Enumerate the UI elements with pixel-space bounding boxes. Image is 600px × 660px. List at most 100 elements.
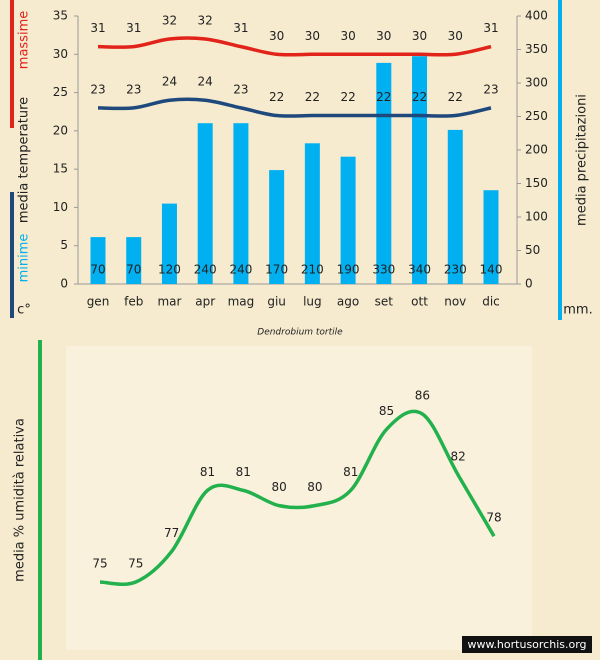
data-label: 23 [126,82,141,96]
bar [161,203,177,284]
x-tick-label: feb [124,295,143,309]
y2-tick-label: 0 [525,277,533,291]
y2-axis-label: media precipitazioni [575,94,590,226]
y2-tick-label: 400 [525,9,548,23]
data-label: 32 [162,13,177,27]
bar-label: 340 [408,263,431,277]
y2-tick-label: 300 [525,76,548,90]
y2-tick-label: 50 [525,243,540,257]
bar-label: 140 [480,263,503,277]
x-tick-label: ott [411,295,428,309]
data-label: 22 [305,90,320,104]
x-tick-label: gen [87,295,110,309]
y-tick-label: 0 [60,277,68,291]
data-label: 81 [343,465,358,479]
data-label: 30 [376,29,391,43]
bar [197,123,213,284]
bar [233,123,249,284]
bar [447,129,463,284]
bar [483,190,499,284]
bar [304,143,320,284]
bar [269,170,285,284]
y-tick-label: 25 [53,85,68,99]
y-axis-label: media temperature [17,97,32,223]
y-tick-label: 5 [60,238,68,252]
data-label: 22 [412,90,427,104]
data-label: 31 [233,21,248,35]
bar-label: 230 [444,263,467,277]
data-label: 24 [198,75,213,89]
data-label: 23 [90,82,105,96]
bar [412,56,428,285]
y-tick-label: 30 [53,47,68,61]
data-label: 86 [415,389,430,403]
data-label: 75 [92,557,107,571]
data-label: 75 [128,557,143,571]
y-tick-label: 10 [53,200,68,214]
data-label: 78 [486,511,501,525]
data-label: 32 [198,13,213,27]
y-tick-label: 20 [53,123,68,137]
y2-tick-label: 350 [525,42,548,56]
y2-tick-label: 150 [525,176,548,190]
bar [340,156,356,284]
data-label: 77 [164,526,179,540]
line [99,409,496,586]
bar [126,237,142,284]
bar [90,237,106,284]
x-tick-label: nov [444,295,466,309]
bar-label: 70 [90,263,105,277]
data-label: 31 [126,21,141,35]
bar-label: 70 [126,263,141,277]
data-label: 30 [340,29,355,43]
x-tick-label: ago [337,295,359,309]
x-tick-label: lug [303,295,322,309]
panel [66,346,532,650]
data-label: 81 [200,465,215,479]
x-tick-label: apr [195,295,215,309]
y-unit: c° [17,303,31,318]
data-label: 22 [340,90,355,104]
y-axis-label: media % umidità relativa [13,418,28,582]
bar-label: 240 [194,263,217,277]
data-label: 23 [483,82,498,96]
y-tick-label: 15 [53,162,68,176]
line [97,36,492,57]
data-label: 85 [379,404,394,418]
data-label: 80 [271,480,286,494]
series-label: minime [17,234,32,283]
x-tick-label: mag [228,295,255,309]
bar-label: 120 [158,263,181,277]
y2-tick-label: 100 [525,210,548,224]
source-box [462,636,592,653]
bar-label: 240 [229,263,252,277]
data-label: 22 [448,90,463,104]
data-label: 22 [376,90,391,104]
data-label: 30 [305,29,320,43]
caption: Dendrobium tortile [257,328,343,338]
data-label: 24 [162,75,177,89]
bar-label: 170 [265,263,288,277]
y2-tick-label: 200 [525,143,548,157]
data-label: 30 [448,29,463,43]
data-label: 81 [236,465,251,479]
data-label: 30 [269,29,284,43]
y2-tick-label: 250 [525,109,548,123]
data-label: 31 [90,21,105,35]
bar-label: 190 [337,263,360,277]
bar-label: 330 [372,263,395,277]
bar-label: 210 [301,263,324,277]
x-tick-label: set [375,295,394,309]
source: www.hortusorchis.org [467,638,586,651]
data-label: 30 [412,29,427,43]
series-label: massime [17,11,32,69]
y2-unit: mm. [563,303,592,318]
data-label: 22 [269,90,284,104]
x-tick-label: dic [482,295,500,309]
y-tick-label: 35 [53,9,68,23]
x-tick-label: giu [267,295,286,309]
data-label: 80 [307,480,322,494]
data-label: 23 [233,82,248,96]
